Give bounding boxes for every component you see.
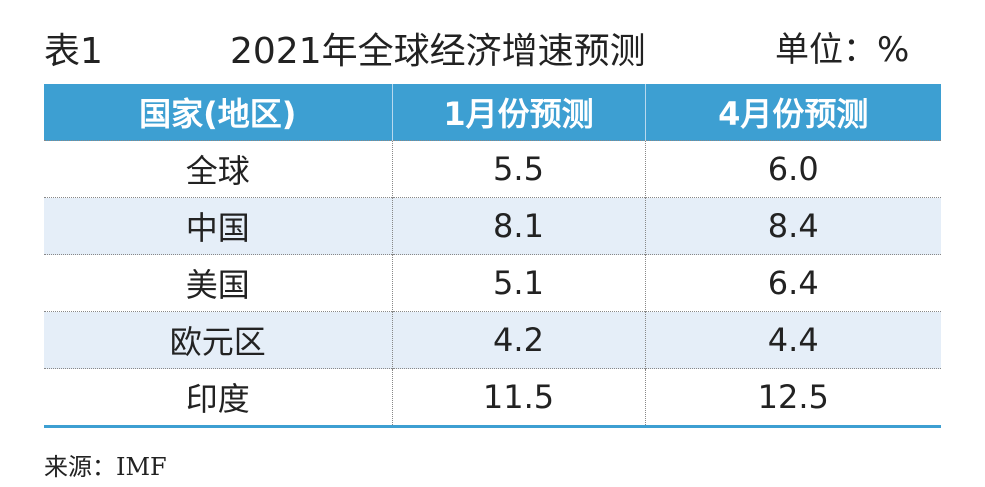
table-title: 2021年全球经济增速预测 xyxy=(230,31,646,72)
table-cell: 中国 xyxy=(44,197,392,255)
table-cell: 5.5 xyxy=(391,140,645,198)
table-cell: 4.4 xyxy=(644,311,941,369)
table-cell: 6.4 xyxy=(644,254,941,312)
unit-note: 单位：% xyxy=(775,30,910,70)
table-row: 欧元区 4.2 4.4 xyxy=(44,311,941,369)
table-row: 全球 5.5 6.0 xyxy=(44,140,941,198)
table-row: 印度 11.5 12.5 xyxy=(44,368,941,428)
column-header: 1月份预测 xyxy=(391,84,645,141)
table-cell: 全球 xyxy=(44,140,392,198)
table-cell: 欧元区 xyxy=(44,311,392,369)
data-table: 国家(地区) 1月份预测 4月份预测 全球 5.5 6.0 中国 8.1 8.4 美国 5.1 6.… xyxy=(44,84,941,428)
table-cell: 11.5 xyxy=(391,368,645,428)
table-cell: 8.4 xyxy=(644,197,941,255)
column-header: 4月份预测 xyxy=(644,84,941,141)
header-row: 国家(地区) 1月份预测 4月份预测 xyxy=(44,84,941,141)
table-row: 美国 5.1 6.4 xyxy=(44,254,941,312)
table-cell: 美国 xyxy=(44,254,392,312)
table-cell: 12.5 xyxy=(644,368,941,428)
table-cell: 印度 xyxy=(44,368,392,428)
table-label: 表1 xyxy=(44,31,103,72)
table-cell: 6.0 xyxy=(644,140,941,198)
table-cell: 5.1 xyxy=(391,254,645,312)
table-row: 中国 8.1 8.4 xyxy=(44,197,941,255)
table-cell: 8.1 xyxy=(391,197,645,255)
table-cell: 4.2 xyxy=(391,311,645,369)
column-header: 国家(地区) xyxy=(44,84,392,141)
source-note: 来源：IMF xyxy=(44,453,167,481)
